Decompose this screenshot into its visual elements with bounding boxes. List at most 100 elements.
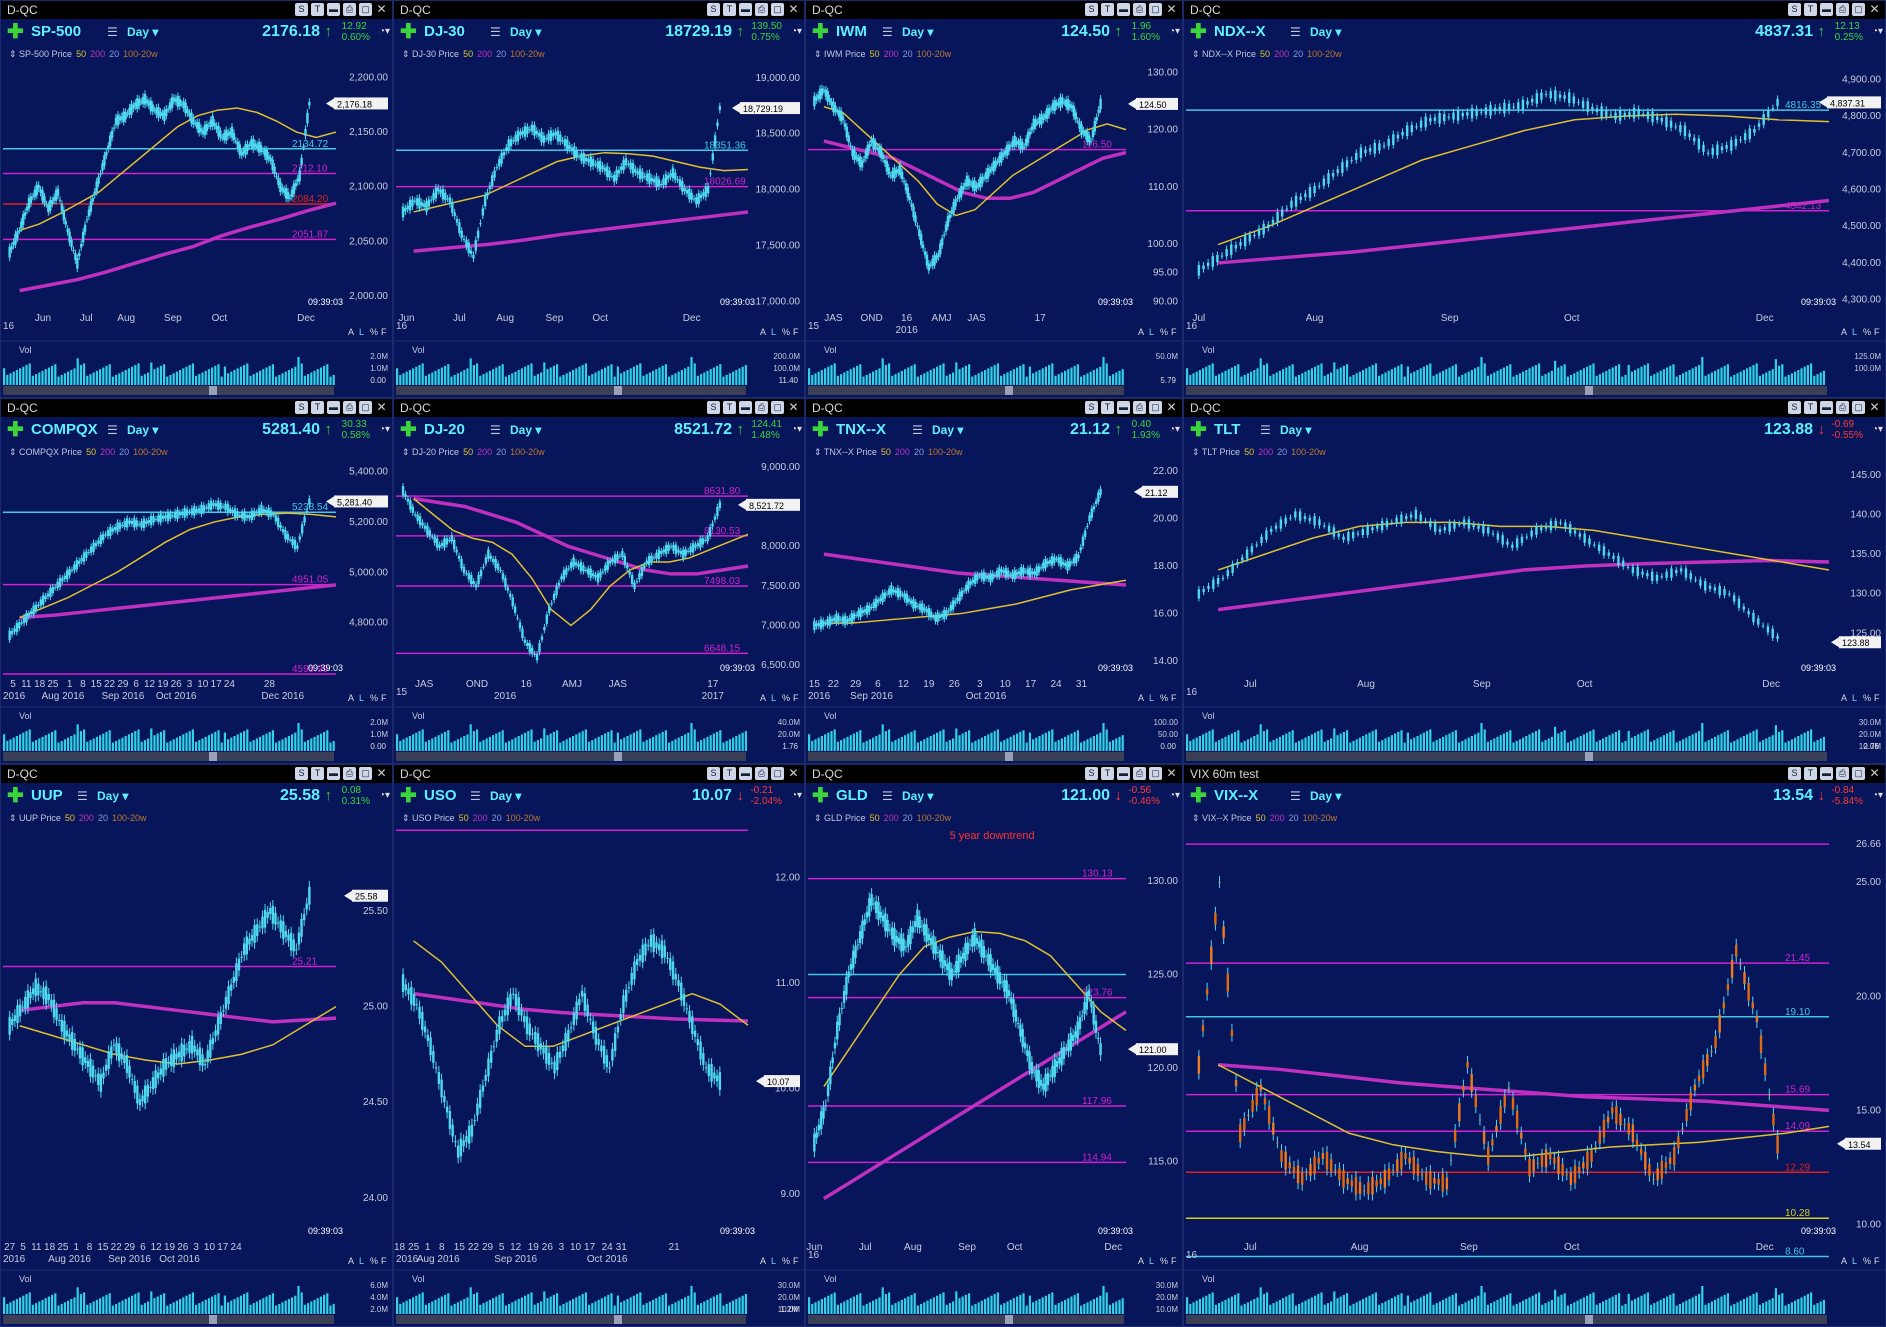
minimize-icon[interactable]: ▬: [327, 401, 340, 414]
period-icon[interactable]: ☰: [490, 25, 501, 39]
axis-fit-button[interactable]: F: [381, 1256, 387, 1266]
legend-ma50[interactable]: 50: [86, 447, 97, 457]
scrollbar-thumb[interactable]: [614, 1315, 622, 1324]
close-icon[interactable]: ✕: [1166, 2, 1177, 16]
period-selector[interactable]: Day ▾: [1280, 423, 1312, 437]
style-icon[interactable]: S: [295, 401, 308, 414]
legend-ma20[interactable]: 20: [496, 49, 507, 59]
style-icon[interactable]: S: [295, 3, 308, 16]
period-icon[interactable]: ☰: [1290, 789, 1301, 803]
minimize-icon[interactable]: ▬: [327, 3, 340, 16]
axis-log-button[interactable]: L: [1149, 327, 1154, 337]
symbol-name[interactable]: DJ-20: [424, 421, 465, 438]
close-icon[interactable]: ✕: [788, 766, 799, 780]
template-icon[interactable]: T: [1804, 767, 1817, 780]
print-icon[interactable]: ⎙: [755, 3, 768, 16]
legend-ma20[interactable]: 20: [496, 447, 507, 457]
template-icon[interactable]: T: [723, 3, 736, 16]
axis-auto-button[interactable]: A: [1841, 693, 1847, 703]
add-icon[interactable]: ✚: [812, 21, 829, 43]
maximize-icon[interactable]: ▢: [359, 3, 372, 16]
axis-auto-button[interactable]: A: [1841, 327, 1847, 337]
legend-price[interactable]: ⇕ USO Price: [402, 813, 455, 823]
horizontal-scrollbar[interactable]: [396, 1315, 746, 1324]
template-icon[interactable]: T: [1101, 3, 1114, 16]
legend-ma200[interactable]: 200: [1269, 813, 1285, 823]
legend-ma20[interactable]: 20: [1288, 813, 1299, 823]
axis-percent-button[interactable]: %: [782, 327, 790, 337]
axis-fit-button[interactable]: F: [1171, 1256, 1177, 1266]
legend-ma100[interactable]: 100-20w: [916, 813, 952, 823]
style-icon[interactable]: S: [707, 401, 720, 414]
axis-percent-button[interactable]: %: [370, 1256, 378, 1266]
minimize-icon[interactable]: ▬: [739, 401, 752, 414]
symbol-name[interactable]: NDX--X: [1214, 23, 1266, 40]
close-icon[interactable]: ✕: [1869, 766, 1880, 780]
palette-icon[interactable]: ◔▾: [1168, 424, 1180, 435]
add-icon[interactable]: ✚: [1190, 21, 1207, 43]
axis-auto-button[interactable]: A: [760, 1256, 766, 1266]
legend-ma50[interactable]: 50: [869, 49, 880, 59]
style-icon[interactable]: S: [1788, 401, 1801, 414]
axis-percent-button[interactable]: %: [782, 1256, 790, 1266]
period-icon[interactable]: ☰: [1290, 25, 1301, 39]
period-icon[interactable]: ☰: [882, 25, 893, 39]
palette-icon[interactable]: ◔▾: [790, 790, 802, 801]
legend-price[interactable]: ⇕ SP-500 Price: [9, 49, 73, 59]
scrollbar-thumb[interactable]: [209, 386, 217, 395]
axis-log-button[interactable]: L: [771, 693, 776, 703]
maximize-icon[interactable]: ▢: [1149, 767, 1162, 780]
horizontal-scrollbar[interactable]: [396, 752, 746, 761]
legend-ma50[interactable]: 50: [880, 447, 891, 457]
scrollbar-thumb[interactable]: [614, 386, 622, 395]
maximize-icon[interactable]: ▢: [1149, 401, 1162, 414]
legend-ma20[interactable]: 20: [1277, 447, 1288, 457]
palette-icon[interactable]: ◔▾: [790, 26, 802, 37]
period-selector[interactable]: Day ▾: [1310, 25, 1342, 39]
axis-auto-button[interactable]: A: [1841, 1256, 1847, 1266]
axis-auto-button[interactable]: A: [1138, 1256, 1144, 1266]
print-icon[interactable]: ⎙: [1133, 3, 1146, 16]
axis-percent-button[interactable]: %: [1863, 1256, 1871, 1266]
axis-percent-button[interactable]: %: [1863, 693, 1871, 703]
template-icon[interactable]: T: [1804, 401, 1817, 414]
legend-ma200[interactable]: 200: [100, 447, 116, 457]
axis-auto-button[interactable]: A: [760, 693, 766, 703]
axis-log-button[interactable]: L: [1852, 327, 1857, 337]
print-icon[interactable]: ⎙: [755, 401, 768, 414]
print-icon[interactable]: ⎙: [1836, 401, 1849, 414]
style-icon[interactable]: S: [1085, 3, 1098, 16]
legend-ma200[interactable]: 200: [1258, 447, 1274, 457]
axis-percent-button[interactable]: %: [370, 327, 378, 337]
scrollbar-thumb[interactable]: [209, 752, 217, 761]
axis-auto-button[interactable]: A: [348, 1256, 354, 1266]
legend-ma20[interactable]: 20: [97, 813, 108, 823]
legend-ma50[interactable]: 50: [64, 813, 75, 823]
period-selector[interactable]: Day ▾: [902, 789, 934, 803]
axis-fit-button[interactable]: F: [793, 1256, 799, 1266]
period-icon[interactable]: ☰: [912, 423, 923, 437]
legend-price[interactable]: ⇕ NDX--X Price: [1192, 49, 1257, 59]
template-icon[interactable]: T: [311, 401, 324, 414]
legend-ma200[interactable]: 200: [90, 49, 106, 59]
legend-ma50[interactable]: 50: [869, 813, 880, 823]
axis-fit-button[interactable]: F: [793, 327, 799, 337]
maximize-icon[interactable]: ▢: [771, 767, 784, 780]
legend-ma20[interactable]: 20: [913, 447, 924, 457]
legend-ma200[interactable]: 200: [472, 813, 488, 823]
legend-price[interactable]: ⇕ DJ-30 Price: [402, 49, 460, 59]
legend-ma100[interactable]: 100-20w: [505, 813, 541, 823]
legend-ma200[interactable]: 200: [1274, 49, 1290, 59]
close-icon[interactable]: ✕: [1869, 2, 1880, 16]
scrollbar-thumb[interactable]: [1005, 386, 1013, 395]
period-selector[interactable]: Day ▾: [510, 25, 542, 39]
legend-ma20[interactable]: 20: [1293, 49, 1304, 59]
symbol-name[interactable]: TNX--X: [836, 421, 886, 438]
axis-percent-button[interactable]: %: [1863, 327, 1871, 337]
legend-price[interactable]: ⇕ TLT Price: [1192, 447, 1241, 457]
minimize-icon[interactable]: ▬: [1117, 767, 1130, 780]
axis-fit-button[interactable]: F: [1171, 693, 1177, 703]
legend-ma100[interactable]: 100-20w: [916, 49, 952, 59]
legend-ma20[interactable]: 20: [491, 813, 502, 823]
period-icon[interactable]: ☰: [490, 423, 501, 437]
